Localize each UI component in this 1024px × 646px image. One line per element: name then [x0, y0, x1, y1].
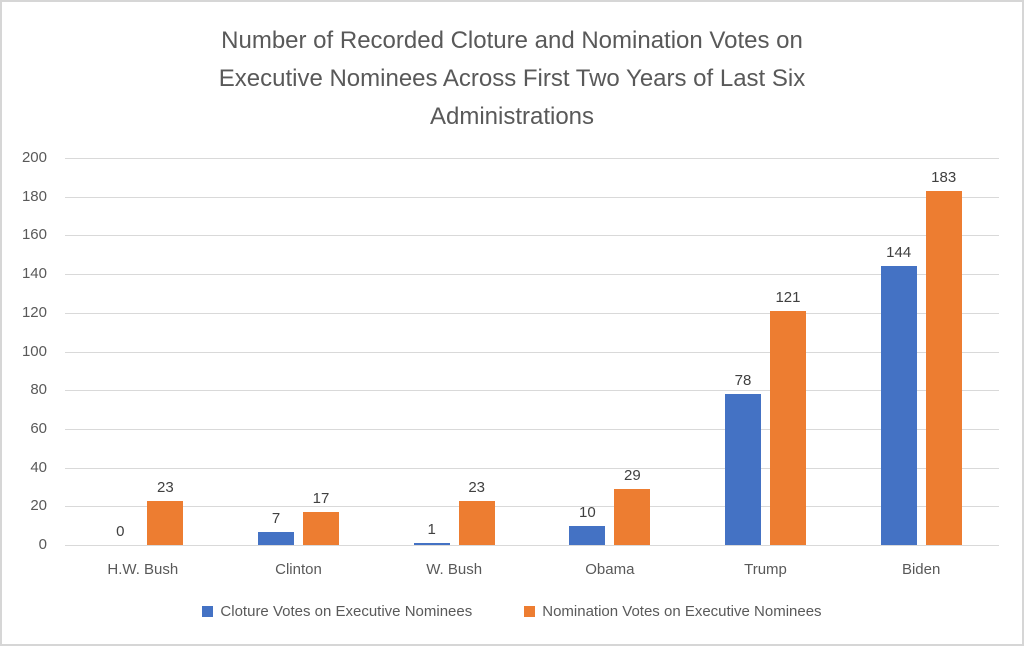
y-axis-labels: 0 20 40 60 80 100 120 140 160 180 200	[2, 149, 47, 553]
bar-value-label: 29	[623, 466, 641, 484]
x-tick-label: H.W. Bush	[107, 561, 179, 578]
bar-group: 144 183	[843, 158, 999, 545]
y-tick-label: 40	[30, 459, 47, 476]
legend-swatch-icon	[524, 606, 536, 617]
bar-group: 7 17	[221, 158, 377, 545]
y-tick-label: 100	[21, 343, 47, 360]
nomination-votes-bar	[925, 190, 962, 545]
nomination-bar-column: 183	[925, 158, 962, 545]
nomination-votes-bar	[147, 500, 184, 545]
cloture-votes-bar	[569, 525, 606, 545]
x-tick-label: Biden	[901, 561, 941, 578]
x-tick-label: Clinton	[275, 561, 322, 578]
nomination-votes-bar	[769, 310, 806, 545]
bar-value-label: 0	[116, 523, 125, 540]
legend: Cloture Votes on Executive Nominees Nomin…	[2, 603, 1022, 620]
gridline	[65, 352, 999, 353]
gridline	[65, 545, 999, 546]
legend-label: Nomination Votes on Executive Nominees	[542, 603, 822, 620]
bar-value-label: 23	[156, 478, 174, 496]
x-tick-label: W. Bush	[426, 561, 483, 578]
gridline	[65, 197, 999, 198]
bar-value-label: 23	[468, 478, 485, 496]
nomination-bar-column: 23	[458, 158, 495, 545]
bar-group: 1 23	[376, 158, 532, 545]
bar-group: 10 29	[532, 158, 688, 545]
legend-label: Cloture Votes on Executive Nominees	[220, 603, 473, 620]
cloture-bar-column: 144	[880, 158, 917, 545]
y-tick-label: 20	[30, 497, 47, 514]
gridline	[65, 390, 999, 391]
nomination-bar-column: 17	[302, 158, 339, 545]
gridline	[65, 313, 999, 314]
bar-value-label: 121	[775, 288, 801, 306]
cloture-votes-bar	[724, 394, 761, 545]
bar-value-label: 78	[734, 372, 752, 390]
legend-item: Cloture Votes on Executive Nominees	[202, 603, 472, 620]
bar-value-label: 183	[931, 168, 957, 186]
chart-title: Number of Recorded Cloture and Nominatio…	[218, 27, 806, 130]
x-tick-label: Obama	[585, 561, 635, 578]
bar-group: 78 121	[688, 158, 844, 545]
x-axis-labels: H.W. Bush Clinton W. Bush Obama Trump Biden	[65, 561, 999, 581]
gridline	[65, 274, 999, 275]
gridline	[65, 429, 999, 430]
x-tick-label: Trump	[744, 561, 787, 578]
cloture-votes-bar	[880, 266, 917, 545]
y-tick-label: 160	[21, 226, 47, 243]
bar-value-label: 7	[271, 509, 281, 527]
bar-value-label: 10	[578, 503, 596, 521]
cloture-votes-bar	[413, 543, 450, 545]
gridline	[65, 235, 999, 236]
y-tick-label: 0	[38, 536, 47, 553]
bar-value-label: 1	[427, 521, 436, 539]
y-tick-label: 120	[21, 304, 47, 321]
cloture-bar-column: 0	[102, 158, 138, 545]
cloture-bar-column: 7	[257, 158, 294, 545]
gridline	[65, 468, 999, 469]
y-tick-label: 140	[21, 265, 47, 282]
legend-swatch-icon	[202, 606, 214, 617]
y-tick-label: 180	[21, 188, 47, 205]
cloture-bar-column: 10	[569, 158, 606, 545]
y-tick-label: 60	[30, 420, 47, 437]
plot-area: 0 23 7 17 1 23 10 29 78 121 144 183	[65, 158, 999, 546]
y-tick-label: 200	[21, 149, 47, 166]
nomination-votes-bar	[614, 488, 651, 545]
y-tick-label: 80	[30, 381, 47, 398]
cloture-bar-column: 78	[724, 158, 761, 545]
bar-value-label: 17	[312, 490, 330, 508]
nomination-bar-column: 121	[769, 158, 806, 545]
gridline	[65, 158, 999, 159]
bar-value-label: 144	[886, 244, 912, 262]
nomination-bar-column: 23	[147, 158, 184, 545]
legend-item: Nomination Votes on Executive Nominees	[524, 603, 822, 620]
nomination-votes-bar	[302, 512, 339, 545]
nomination-bar-column: 29	[614, 158, 651, 545]
gridline	[65, 506, 999, 507]
nomination-votes-bar	[458, 500, 495, 545]
cloture-votes-bar	[257, 531, 294, 545]
bar-group: 0 23	[65, 158, 221, 545]
cloture-bar-column: 1	[413, 158, 450, 545]
